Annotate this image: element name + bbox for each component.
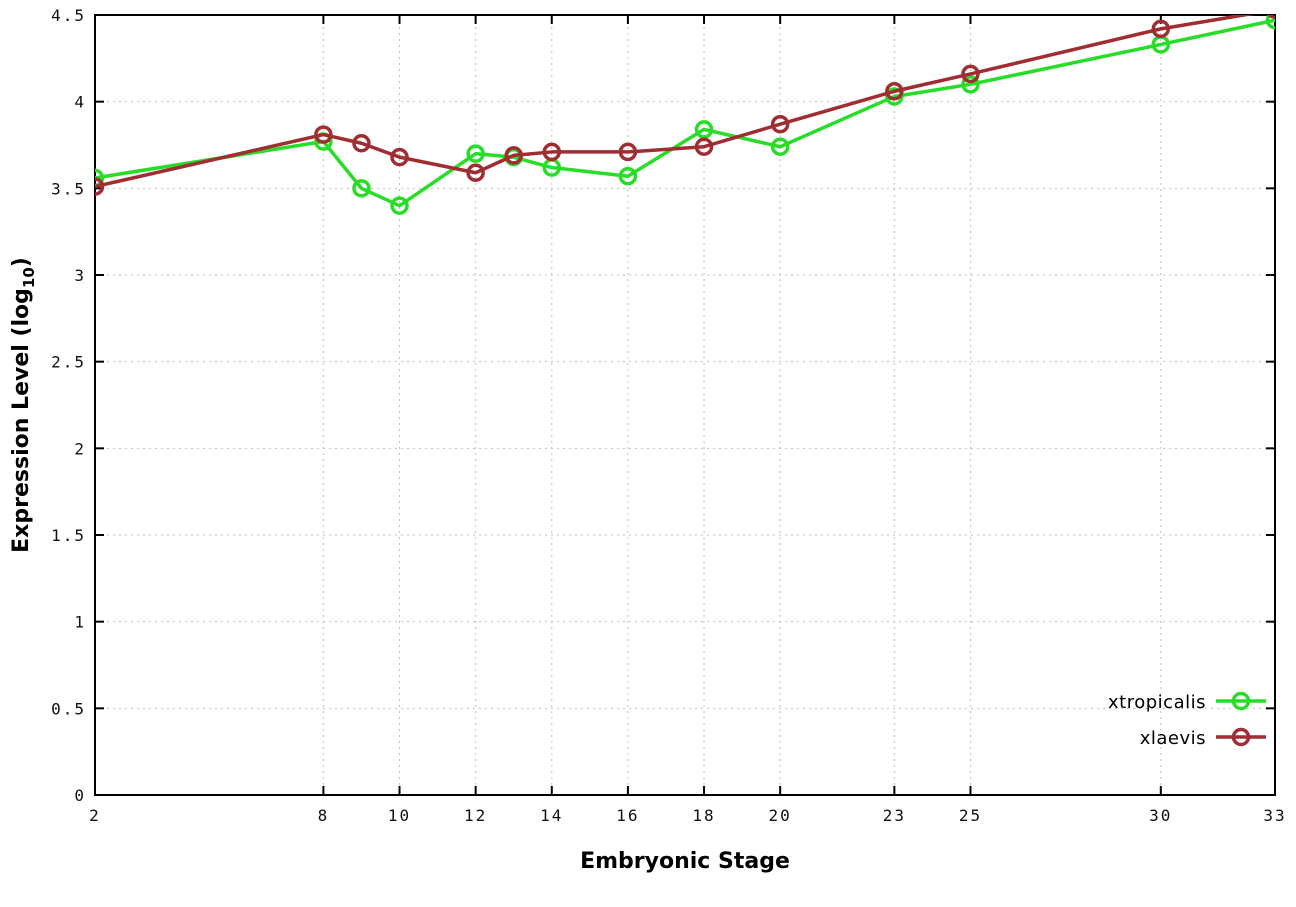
series-layer <box>95 15 1275 215</box>
legend-entry-xtropicalis: xtropicalis <box>1108 691 1266 713</box>
y-tick-label: 1 <box>74 613 86 632</box>
series-xtropicalis-marker <box>618 166 638 186</box>
y-axis-label-subscript: 10 <box>20 267 38 288</box>
series-xlaevis-marker <box>694 137 714 156</box>
y-tick-label: 3 <box>74 266 86 285</box>
x-tick-label: 14 <box>540 806 563 825</box>
x-tick-label: 33 <box>1263 806 1286 825</box>
x-tick-label: 10 <box>388 806 411 825</box>
legend: xtropicalis xlaevis <box>1108 691 1266 749</box>
series-xlaevis-marker <box>504 146 523 165</box>
y-axis-label-main: Expression Level (log <box>9 288 34 553</box>
series-xtropicalis-marker <box>95 168 105 188</box>
x-axis-label: Embryonic Stage <box>580 849 790 874</box>
x-tick-label: 8 <box>318 806 330 825</box>
grid-lines <box>94 14 1276 796</box>
y-tick-label: 0 <box>74 786 86 805</box>
series-xlaevis-marker <box>618 142 638 162</box>
legend-label-xlaevis: xlaevis <box>1140 728 1206 749</box>
y-tick-label: 0.5 <box>51 699 86 718</box>
x-tick-label: 20 <box>769 806 792 825</box>
plot-border <box>94 14 1276 796</box>
series-xtropicalis-marker <box>770 137 790 156</box>
y-tick-label: 2 <box>74 439 86 458</box>
y-axis-label-end: ) <box>9 257 34 267</box>
legend-label-xtropicalis: xtropicalis <box>1108 692 1206 713</box>
x-tick-label: 18 <box>692 806 715 825</box>
series-xlaevis-marker <box>95 177 105 196</box>
series-xlaevis-marker <box>352 134 371 153</box>
series-xlaevis-marker <box>885 82 904 101</box>
series-xtropicalis-marker <box>1265 15 1275 30</box>
series-xlaevis-line <box>95 15 1255 189</box>
y-tick-label: 1.5 <box>51 526 86 545</box>
legend-marker-sample <box>1231 691 1251 711</box>
series-xlaevis-marker <box>466 163 485 182</box>
series-xlaevis-marker <box>770 114 790 134</box>
axis-tick-marks <box>94 14 1276 796</box>
axis-tick-labels: 2 8 10 12 14 16 18 20 23 25 30 33 0 0.5 1 1.5 2 2.5 3 3.5 4 4… <box>51 6 1286 825</box>
series-xtropicalis-marker <box>466 144 485 163</box>
y-tick-label: 4.5 <box>51 6 86 25</box>
series-xlaevis-marker <box>390 147 409 167</box>
series-xtropicalis-marker <box>390 196 409 215</box>
series-xlaevis-marker <box>1151 19 1171 39</box>
y-axis-label: Expression Level (log10) <box>9 257 38 553</box>
x-tick-label: 2 <box>89 806 101 825</box>
series-xlaevis-marker <box>542 142 562 162</box>
series-xlaevis-marker <box>961 64 980 84</box>
series-xtropicalis-marker <box>694 120 714 139</box>
y-tick-label: 2.5 <box>51 353 86 372</box>
series-xtropicalis-line <box>95 18 1275 208</box>
series-xtropicalis-marker <box>961 75 980 94</box>
x-tick-label: 25 <box>959 806 982 825</box>
x-tick-label: 16 <box>616 806 639 825</box>
x-tick-label: 30 <box>1149 806 1172 825</box>
y-tick-label: 4 <box>74 93 86 112</box>
legend-marker-sample <box>1231 727 1251 747</box>
x-tick-label: 12 <box>464 806 487 825</box>
y-tick-label: 3.5 <box>51 179 86 198</box>
legend-entry-xlaevis: xlaevis <box>1140 727 1266 749</box>
x-tick-label: 23 <box>883 806 906 825</box>
series-xtropicalis-marker <box>352 179 371 198</box>
series-xlaevis-marker <box>314 125 333 144</box>
